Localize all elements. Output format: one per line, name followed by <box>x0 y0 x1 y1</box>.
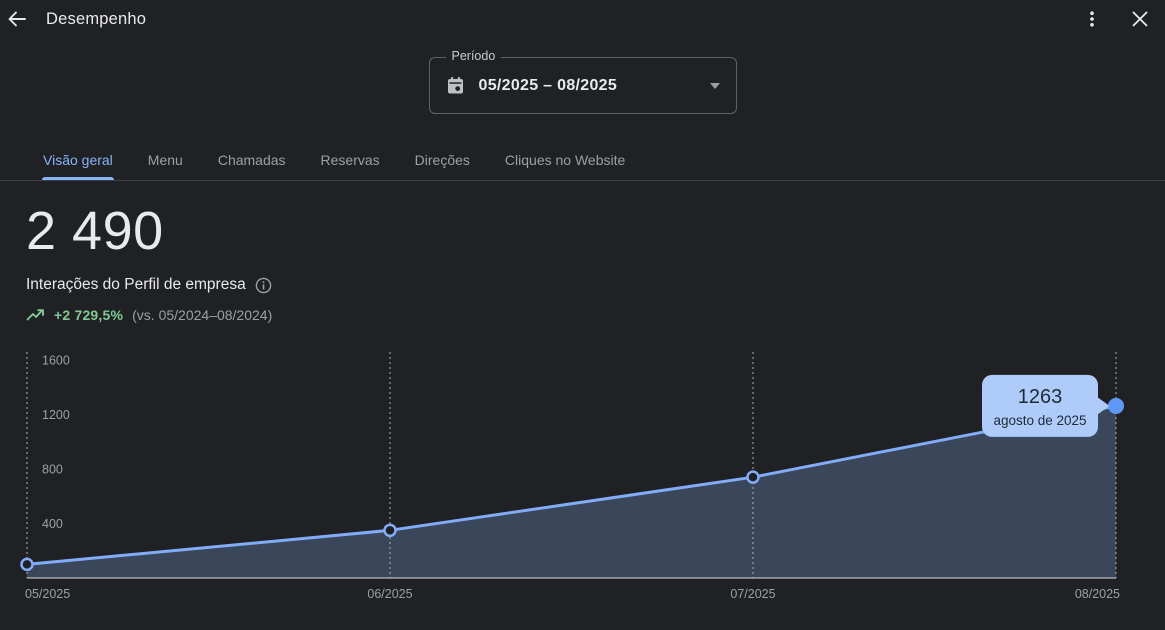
metric-block: 2 490 Interações do Perfil de empresa +2… <box>26 204 272 323</box>
period-value: 05/2025 – 08/2025 <box>478 76 618 94</box>
x-tick-label: 05/2025 <box>25 587 70 601</box>
tooltip-value: 1263 <box>1018 386 1063 408</box>
tab-direcoes[interactable]: Direções <box>414 151 470 168</box>
chart-tooltip-pointer <box>1097 396 1110 415</box>
chart-point[interactable] <box>20 557 34 572</box>
chart-point-selected[interactable] <box>1108 397 1124 414</box>
metric-total: 2 490 <box>26 201 164 261</box>
x-tick-label: 07/2025 <box>730 587 775 601</box>
more-options-button[interactable] <box>1079 6 1105 32</box>
chart-tooltip <box>982 374 1098 437</box>
chart-point[interactable] <box>383 523 397 538</box>
close-button[interactable] <box>1127 6 1153 32</box>
tab-menu[interactable]: Menu <box>147 151 183 168</box>
tab-reservas[interactable]: Reservas <box>320 151 380 168</box>
trending-up-icon <box>26 309 44 321</box>
x-tick-label: 08/2025 <box>1075 587 1120 601</box>
chart-point[interactable] <box>746 470 760 484</box>
calendar-icon <box>447 77 463 94</box>
trend-value: +2 729,5% <box>54 307 124 323</box>
period-field-label: Período <box>445 49 502 63</box>
info-icon[interactable] <box>255 277 272 294</box>
tooltip-label: agosto de 2025 <box>993 413 1086 428</box>
x-tick-label: 06/2025 <box>367 587 412 601</box>
back-button[interactable] <box>4 6 30 32</box>
top-bar: Desempenho <box>0 0 1165 34</box>
y-tick-label: 800 <box>42 463 63 477</box>
tab-bar: Visão geral Menu Chamadas Reservas Direç… <box>0 139 1165 181</box>
tab-cliques-no-website[interactable]: Cliques no Website <box>504 151 626 168</box>
trend-comparison: (vs. 05/2024–08/2024) <box>132 307 273 323</box>
arrow-left-icon <box>8 11 26 27</box>
kebab-menu-icon <box>1090 11 1094 27</box>
page-title: Desempenho <box>46 9 147 28</box>
period-selector[interactable]: Período 05/2025 – 08/2025 <box>428 49 737 114</box>
metric-label: Interações do Perfil de empresa <box>26 276 246 293</box>
y-tick-label: 400 <box>42 517 63 531</box>
y-tick-label: 1600 <box>42 354 70 368</box>
chart-line <box>25 404 1118 566</box>
close-icon <box>1132 11 1148 27</box>
interactions-chart: 400 800 1200 1600 05/2025 06/2025 07/2025 08/20… <box>0 340 1165 630</box>
y-tick-label: 1200 <box>42 408 70 422</box>
caret-down-icon <box>709 82 720 89</box>
tab-chamadas[interactable]: Chamadas <box>217 151 286 168</box>
tab-visao-geral[interactable]: Visão geral <box>42 139 114 180</box>
chart-area-fill <box>27 405 1116 578</box>
